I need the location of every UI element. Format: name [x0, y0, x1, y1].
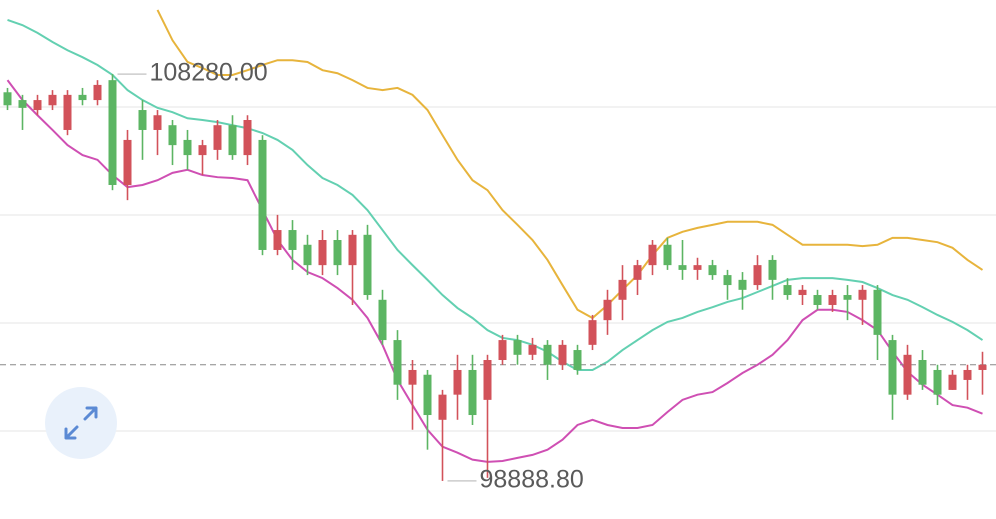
candle-body	[423, 374, 432, 416]
candle-body	[813, 295, 822, 305]
candle-body	[198, 145, 207, 156]
candle-body	[603, 299, 612, 321]
candle-body	[528, 344, 537, 355]
expand-button-bg[interactable]	[45, 387, 117, 459]
candle-body	[918, 360, 927, 385]
candle-body	[708, 265, 717, 276]
candle-body	[693, 265, 702, 270]
candle-body	[48, 94, 57, 106]
grid	[0, 106, 996, 432]
candle-body	[783, 285, 792, 296]
candle-body	[303, 244, 312, 266]
candle-body	[753, 265, 762, 286]
candle-body	[18, 100, 27, 108]
candle-body	[453, 369, 462, 395]
plot: 108280.00 98888.80	[0, 9, 996, 494]
candle-body	[648, 244, 657, 266]
annotation-label: 98888.80	[480, 466, 584, 494]
candle-body	[288, 230, 297, 250]
band-line	[6, 79, 983, 463]
candle-body	[78, 94, 87, 101]
candle-body	[483, 360, 492, 400]
candle-body	[93, 84, 102, 101]
candle-body	[243, 120, 252, 156]
candle-body	[513, 340, 522, 355]
candle-body	[663, 244, 672, 266]
band-line	[7, 18, 984, 371]
candle-body	[273, 230, 282, 250]
candle-body	[318, 240, 327, 266]
candle-body	[468, 369, 477, 416]
candle-body	[438, 394, 447, 420]
candle-body	[828, 295, 837, 305]
candle-body	[213, 125, 222, 150]
candle-body	[933, 369, 942, 395]
candle-body	[3, 92, 12, 106]
candle-body	[573, 350, 582, 370]
candle-body	[843, 295, 852, 300]
candle-body	[978, 364, 987, 370]
band-line	[156, 9, 984, 320]
candle-body	[558, 344, 567, 365]
candle-body	[393, 340, 402, 385]
candle-body	[678, 265, 687, 270]
candle-body	[123, 139, 132, 185]
candle-body	[348, 234, 357, 266]
candle-body	[543, 344, 552, 365]
expand-button[interactable]	[45, 387, 117, 459]
candle-body	[618, 279, 627, 300]
candle-body	[888, 340, 897, 395]
candle-body	[33, 100, 42, 111]
candle-body	[873, 289, 882, 335]
candle-body	[903, 354, 912, 395]
candle-body	[138, 110, 147, 130]
candle-body	[153, 115, 162, 130]
candle-body	[258, 139, 267, 250]
candle-body	[183, 139, 192, 156]
candle-body	[63, 94, 72, 130]
candle-body	[498, 340, 507, 361]
candle-body	[738, 279, 747, 290]
candle-body	[768, 259, 777, 280]
candle-body	[723, 275, 732, 286]
candle-body	[333, 240, 342, 266]
candle-body	[378, 299, 387, 341]
candle-body	[363, 234, 372, 296]
candle-body	[633, 265, 642, 280]
candle-body	[858, 289, 867, 300]
candle-body	[228, 125, 237, 156]
candle-body	[963, 369, 972, 380]
candle-body	[588, 320, 597, 345]
candle-body	[798, 289, 807, 296]
candle-body	[408, 369, 417, 385]
candle-body	[168, 125, 177, 146]
candle-body	[108, 80, 117, 185]
annotation-label: 108280.00	[150, 59, 268, 87]
candle-body	[948, 374, 957, 390]
expand-icon[interactable]	[64, 406, 98, 440]
